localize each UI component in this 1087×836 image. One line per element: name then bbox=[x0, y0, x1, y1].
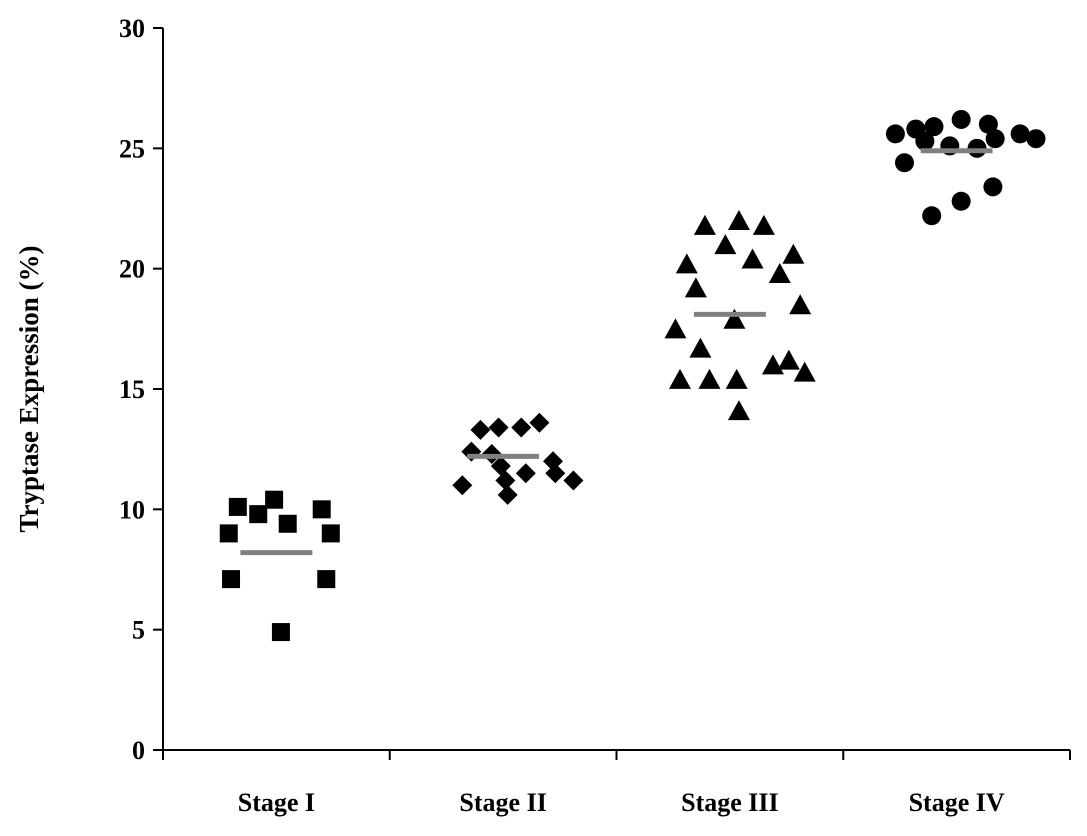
circle-marker bbox=[922, 206, 942, 226]
data-points bbox=[219, 109, 1046, 642]
diamond-marker bbox=[515, 463, 536, 484]
y-tick-label: 30 bbox=[119, 14, 145, 43]
x-category-label: Stage I bbox=[238, 788, 315, 817]
triangle-marker bbox=[693, 214, 716, 235]
triangle-marker bbox=[723, 308, 746, 329]
circle-marker bbox=[924, 117, 944, 137]
triangle-marker bbox=[789, 294, 812, 315]
triangle-marker bbox=[668, 368, 691, 389]
triangle-marker bbox=[664, 318, 687, 339]
circle-marker bbox=[985, 129, 1005, 149]
square-marker bbox=[222, 570, 241, 589]
triangle-marker bbox=[741, 248, 764, 269]
square-marker bbox=[228, 497, 247, 516]
y-tick-label: 10 bbox=[119, 495, 145, 524]
square-marker bbox=[265, 490, 284, 509]
circle-marker bbox=[951, 109, 971, 129]
triangle-marker bbox=[675, 253, 698, 274]
diamond-marker bbox=[488, 417, 509, 438]
y-tick-label: 25 bbox=[119, 134, 145, 163]
triangle-marker bbox=[793, 361, 816, 382]
y-axis-ticks: 0 5 10 15 20 25 30 bbox=[119, 14, 163, 765]
diamond-marker bbox=[497, 484, 518, 505]
diamond-marker bbox=[563, 470, 584, 491]
x-axis-ticks: Stage I Stage II Stage III Stage IV bbox=[162, 750, 1071, 817]
circle-marker bbox=[885, 124, 905, 144]
triangle-marker bbox=[752, 214, 775, 235]
diamond-marker bbox=[495, 470, 516, 491]
circle-marker bbox=[894, 153, 914, 173]
y-axis-title: Tryptase Expression (%) bbox=[14, 245, 44, 532]
square-marker bbox=[249, 505, 268, 524]
triangle-marker bbox=[727, 210, 750, 231]
circle-marker bbox=[1026, 129, 1046, 149]
circle-marker bbox=[978, 114, 998, 134]
y-tick-label: 15 bbox=[119, 375, 145, 404]
square-marker bbox=[271, 623, 290, 642]
y-tick-label: 20 bbox=[119, 255, 145, 284]
diamond-marker bbox=[529, 412, 550, 433]
triangle-marker bbox=[727, 400, 750, 421]
circle-marker bbox=[1010, 124, 1030, 144]
x-category-label: Stage IV bbox=[909, 788, 1005, 817]
triangle-marker bbox=[725, 368, 748, 389]
triangle-marker bbox=[782, 243, 805, 264]
triangle-marker bbox=[777, 349, 800, 370]
triangle-marker bbox=[684, 277, 707, 298]
x-category-label: Stage II bbox=[459, 788, 546, 817]
circle-marker bbox=[951, 191, 971, 211]
square-marker bbox=[312, 500, 331, 519]
diamond-marker bbox=[545, 463, 566, 484]
square-marker bbox=[317, 570, 336, 589]
square-marker bbox=[278, 514, 297, 533]
square-marker bbox=[219, 524, 238, 543]
mean-lines bbox=[240, 148, 993, 556]
x-category-label: Stage III bbox=[681, 788, 779, 817]
diamond-marker bbox=[452, 475, 473, 496]
diamond-marker bbox=[470, 419, 491, 440]
triangle-marker bbox=[768, 262, 791, 283]
circle-marker bbox=[983, 177, 1003, 197]
y-tick-label: 0 bbox=[132, 736, 145, 765]
square-marker bbox=[321, 524, 340, 543]
circle-marker bbox=[915, 131, 935, 151]
triangle-marker bbox=[689, 337, 712, 358]
y-tick-label: 5 bbox=[132, 616, 145, 645]
diamond-marker bbox=[511, 417, 532, 438]
triangle-marker bbox=[714, 234, 737, 255]
triangle-marker bbox=[761, 354, 784, 375]
triangle-marker bbox=[698, 368, 721, 389]
